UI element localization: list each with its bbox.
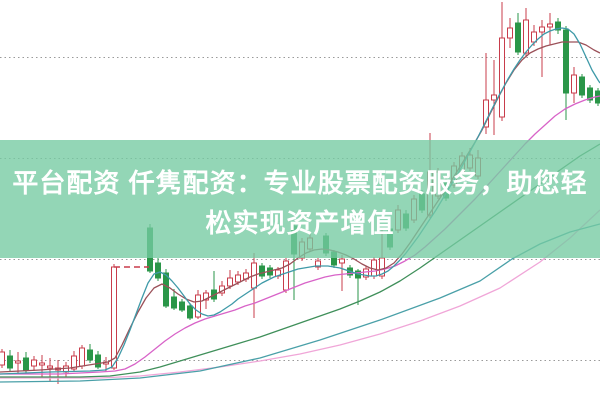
candle-down bbox=[95, 351, 101, 369]
candle-up bbox=[491, 60, 497, 135]
candle-up bbox=[547, 13, 553, 45]
candle-up bbox=[31, 356, 37, 371]
candle-up bbox=[15, 352, 21, 373]
candle-down bbox=[579, 74, 585, 98]
candle-up bbox=[339, 255, 345, 291]
candle-down bbox=[155, 258, 161, 281]
candle-down bbox=[515, 13, 521, 55]
promo-banner: 平台配资 仟隽配资：专业股票配资服务，助您轻 松实现资产增值 bbox=[0, 140, 600, 258]
candle-up bbox=[63, 362, 69, 377]
candle-up bbox=[499, 2, 505, 121]
candle-down bbox=[187, 303, 193, 320]
candle-up bbox=[283, 258, 289, 293]
candle-down bbox=[563, 26, 569, 120]
candle-up bbox=[219, 281, 225, 296]
candle-up bbox=[363, 266, 369, 280]
candle-down bbox=[179, 299, 185, 312]
candle-up bbox=[0, 349, 5, 368]
promo-banner-line1: 平台配资 仟隽配资：专业股票配资服务，助您轻 bbox=[12, 168, 588, 198]
candle-up bbox=[227, 270, 233, 289]
candle-up bbox=[571, 67, 577, 103]
candle-down bbox=[23, 352, 29, 373]
candle-up bbox=[507, 18, 513, 48]
candle-down bbox=[87, 344, 93, 363]
candle-down bbox=[587, 85, 593, 103]
candle-up bbox=[111, 264, 117, 370]
promo-banner-line2: 松实现资产增值 bbox=[205, 208, 395, 238]
candle-up bbox=[195, 290, 201, 319]
ma-fast-teal bbox=[0, 27, 600, 375]
candle-up bbox=[315, 258, 321, 270]
ma-light-pink bbox=[0, 209, 600, 379]
candle-up bbox=[251, 253, 257, 318]
candle-up bbox=[523, 8, 529, 56]
candle-up bbox=[539, 20, 545, 77]
candle-up bbox=[71, 351, 77, 372]
candle-down bbox=[259, 263, 265, 279]
candle-down bbox=[211, 271, 217, 302]
candle-down bbox=[555, 18, 561, 34]
candle-down bbox=[7, 350, 13, 372]
candle-down bbox=[171, 289, 177, 310]
